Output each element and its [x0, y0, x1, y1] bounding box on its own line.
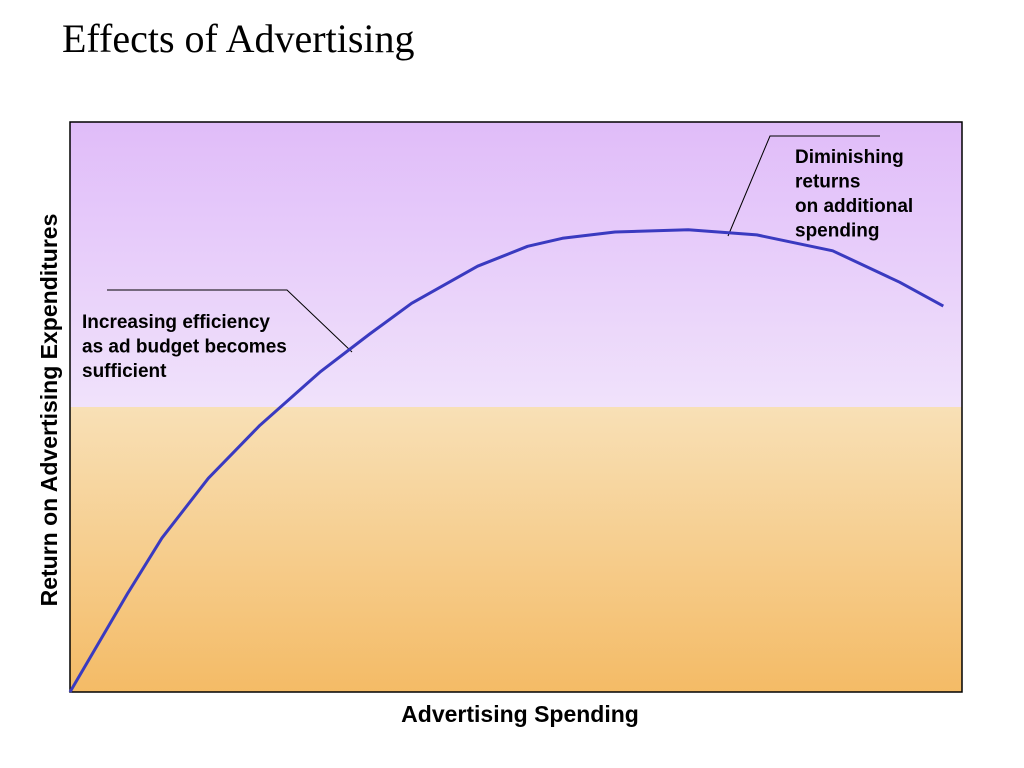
- annotation-line: Diminishing: [795, 147, 904, 168]
- annotation-line: sufficient: [82, 361, 167, 382]
- annotation-line: Increasing efficiency: [82, 312, 270, 333]
- annotation-line: as ad budget becomes: [82, 337, 287, 358]
- annotation: Diminishing returns on additional spending: [795, 147, 913, 242]
- annotation-line: on additional: [795, 196, 913, 217]
- leader-line: [727, 135, 880, 237]
- annotation-line: spending: [795, 221, 879, 242]
- plot-frame: [69, 121, 963, 693]
- leader-line: [107, 289, 353, 353]
- annotation-line: returns: [795, 172, 860, 193]
- lower-band: [70, 407, 962, 692]
- y-axis-label: Return on Advertising Expenditures: [36, 214, 62, 607]
- upper-band: [70, 122, 962, 407]
- x-axis-label: Advertising Spending: [401, 701, 639, 727]
- annotation: Increasing efficiency as ad budget become…: [82, 312, 287, 382]
- curve: [68, 228, 945, 693]
- chart-title: Effects of Advertising: [62, 16, 415, 61]
